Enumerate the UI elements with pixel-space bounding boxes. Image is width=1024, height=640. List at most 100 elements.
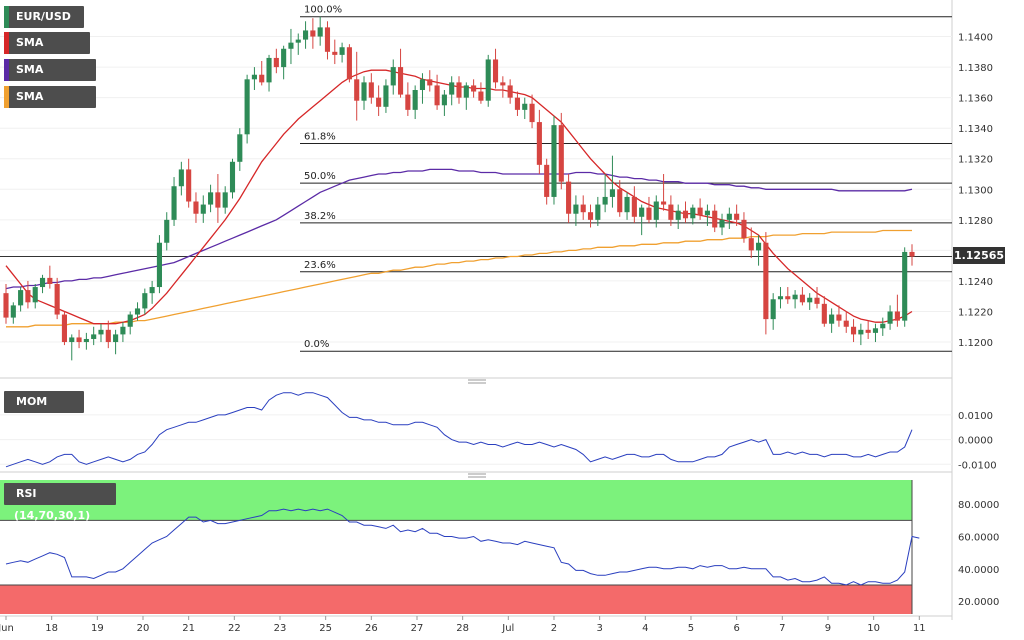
time-tick-label: 10 [867,623,880,634]
sma200-line [6,229,912,328]
time-tick-label: 28 [456,623,469,634]
time-tick-label: 22 [228,623,241,634]
legend-sma200[interactable]: SMA (200,0) [4,86,96,125]
candle-body [18,290,24,306]
fib-level-label: 38.2% [304,211,336,222]
candle-body [441,94,447,106]
resize-handle-2[interactable] [468,473,486,478]
rsi-tick-label: 80.0000 [958,500,999,511]
candle-body [748,238,754,251]
candle-body [171,186,177,220]
candle-body [83,338,89,343]
candle-body [273,57,279,68]
candle-body [303,30,309,40]
legend-rsi-label: RSI (14,70,30,1) [14,487,91,522]
candle-body [208,192,214,205]
candle-body [624,196,630,213]
price-tick-label: 1.1340 [958,124,993,135]
candle-body [558,125,564,182]
candle-body [551,125,557,197]
candle-body [456,82,462,98]
time-tick-label: 21 [182,623,195,634]
candle-body [566,181,572,214]
candle-body [76,337,82,343]
candle-body [785,296,791,300]
candle-body [792,294,798,300]
candle-body [25,290,31,303]
candle-body [829,314,835,324]
candle-body [492,59,499,83]
time-tick-label: 5 [688,623,694,634]
price-tick-label: 1.1220 [958,307,993,318]
last-price-tag: 1.12565 [953,247,1005,264]
candle-body [595,204,601,220]
candle-body [821,303,827,324]
candle-body [332,51,338,55]
grid-layer [0,36,952,465]
candle-body [909,251,915,257]
time-tick-label: 23 [274,623,287,634]
candle-body [156,242,162,288]
momentum-tick-label: 0.0000 [958,436,993,447]
time-tick-label: 18 [45,623,58,634]
candle-body [675,210,681,220]
legend-sma100[interactable]: SMA (100,0) [4,59,96,98]
candle-body [690,207,696,219]
candle-body [3,293,9,318]
candle-body [865,329,871,333]
candle-body [368,82,374,98]
candle-body [777,296,784,300]
time-tick-label: 20 [137,623,150,634]
candle-body [229,161,236,193]
legend-momentum[interactable]: MOM (20) [4,391,84,430]
candle-body [894,311,900,321]
candle-body [215,192,221,208]
fib-level-label: 50.0% [304,171,336,182]
time-tick-label: 19 [91,623,104,634]
candle-body [799,294,805,303]
candle-body [134,308,141,315]
candle-body [186,169,192,202]
time-tick-label: 7 [779,623,785,634]
time-tick-label: Jun [0,623,14,634]
candle-body [397,67,404,95]
candle-body [449,82,455,95]
candle-body [47,277,53,284]
candle-body [814,297,820,304]
candle-body [587,212,594,220]
candle-body [463,85,469,98]
rsi-panel [0,480,920,614]
candle-body [178,169,184,187]
legend-sma20[interactable]: SMA (20,0) [4,32,90,71]
time-tick-label: 25 [319,623,332,634]
candle-body [887,311,893,324]
momentum-tick-label: 0.0100 [958,411,993,422]
candle-body [573,204,579,214]
legend-eurusd[interactable]: EUR/USD [4,6,84,28]
price-tick-label: 1.1360 [958,94,993,105]
candle-body [514,97,521,110]
candle-body [902,251,908,321]
legend-rsi[interactable]: RSI (14,70,30,1) [4,483,116,522]
candle-body [164,219,170,243]
candle-body [383,85,389,107]
candle-body [244,79,250,135]
candle-body [10,305,16,318]
candle-body [61,314,68,343]
candle-body [858,329,864,335]
fib-level-label: 23.6% [304,260,336,271]
candle-body [281,48,287,68]
rsi-line [5,508,920,586]
resize-handle-1[interactable] [468,379,486,384]
candle-body [712,210,718,228]
candle-body [580,204,586,213]
price-tick-label: 1.1280 [958,216,993,227]
time-tick-label: Jul [501,623,514,634]
candle-body [646,207,652,220]
candle-body [697,207,703,216]
candle-body [734,213,740,220]
fibonacci-levels: 100.0% 61.8% 50.0% 38.2% 23.6% 0.0% [0,5,952,352]
candle-body [609,189,615,197]
time-tick-label: 6 [733,623,739,634]
